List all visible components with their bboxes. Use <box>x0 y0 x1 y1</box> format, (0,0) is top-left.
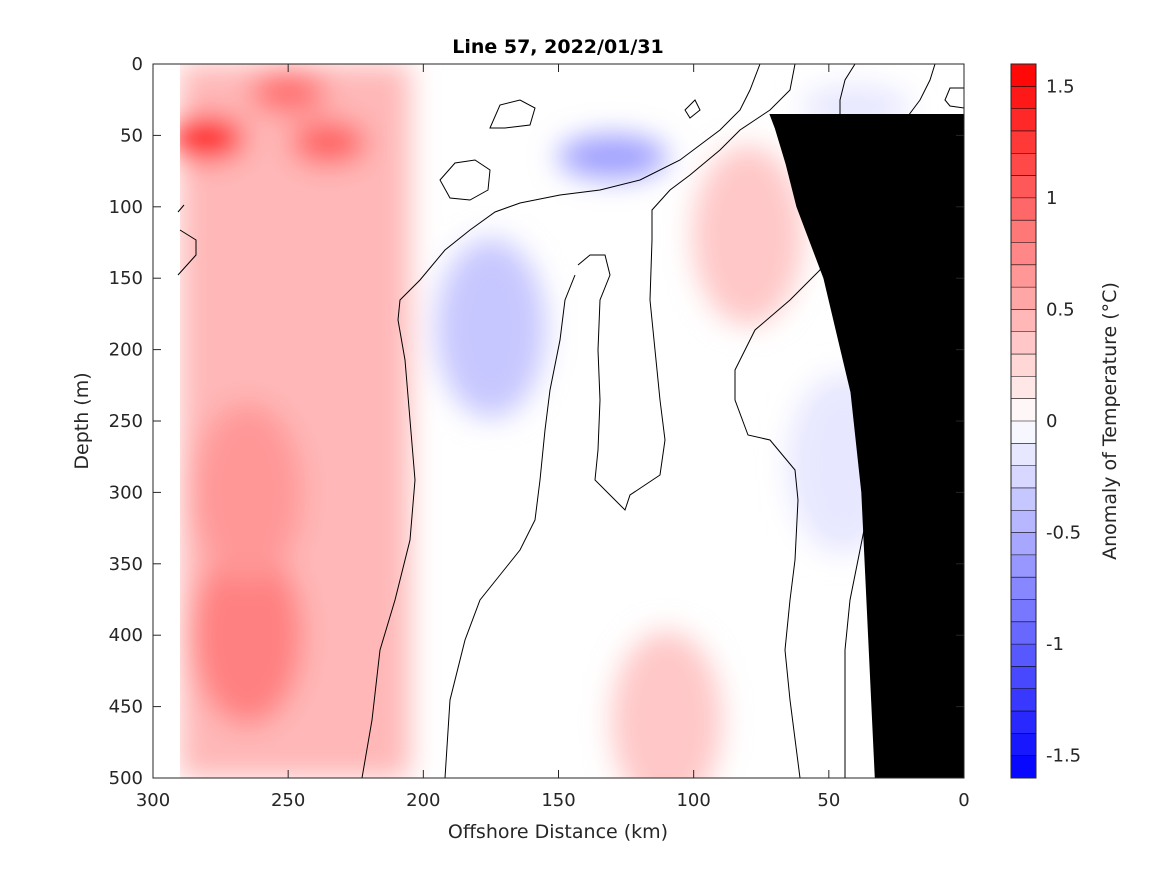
seafloor-shape <box>769 114 964 778</box>
colorbar-level <box>1011 599 1036 623</box>
y-tick-label: 150 <box>109 268 143 289</box>
colorbar-level <box>1011 153 1036 177</box>
zero-contour-loop-d <box>944 87 964 109</box>
y-tick-label: 350 <box>109 554 143 575</box>
x-tick-label: 0 <box>958 790 969 811</box>
feature-warm-right-100m <box>692 145 803 326</box>
colorbar-level <box>1011 443 1036 467</box>
colorbar-level <box>1011 510 1036 534</box>
colorbar-level <box>1011 465 1036 489</box>
colorbar-level <box>1011 532 1036 556</box>
colorbar-level <box>1011 64 1036 87</box>
feature-warm-mid-left <box>192 402 303 583</box>
x-axis-label: Offshore Distance (km) <box>448 821 668 843</box>
colorbar-tick-label: -1.5 <box>1046 746 1081 767</box>
feature-cold-core-65m <box>557 134 668 179</box>
y-axis: 0 50 100 150 200 250 300 350 400 450 500 <box>109 54 964 789</box>
colorbar-level <box>1011 577 1036 600</box>
y-tick-label: 400 <box>109 625 143 646</box>
x-tick-label: 300 <box>136 790 170 811</box>
colorbar-tick-label: 1 <box>1046 188 1057 209</box>
colorbar-level <box>1011 287 1036 310</box>
colorbar-level <box>1011 108 1036 132</box>
colorbar-level <box>1011 733 1036 757</box>
colorbar-tick-label: 1.5 <box>1046 76 1075 97</box>
zero-contour-main-west <box>361 64 761 778</box>
colorbar-level <box>1011 331 1036 355</box>
colorbar-level <box>1011 175 1036 199</box>
y-tick-label: 200 <box>109 340 143 361</box>
y-tick-label: 450 <box>109 697 143 718</box>
feature-warm-upper-left <box>250 70 327 115</box>
zero-contour-east-track <box>444 274 576 778</box>
y-tick-label: 100 <box>109 197 143 218</box>
colorbar-level <box>1011 242 1036 266</box>
bathymetry <box>769 114 964 778</box>
colorbar-level <box>1011 487 1036 511</box>
chart-title: Line 57, 2022/01/31 <box>452 36 664 58</box>
x-tick-label: 250 <box>271 790 305 811</box>
feature-cold-mid <box>435 238 546 419</box>
colorbar-level <box>1011 398 1036 422</box>
zero-contour-loop-c <box>684 99 701 119</box>
colorbar-frame <box>1010 63 1037 779</box>
colorbar-level <box>1011 644 1036 667</box>
colorbar-level <box>1011 354 1036 377</box>
field-blobs <box>169 64 911 778</box>
colorbar-level <box>1011 755 1036 779</box>
x-tick-label: 150 <box>541 790 575 811</box>
colorbar-level <box>1011 86 1036 110</box>
zero-contour-tongue <box>577 64 796 511</box>
y-tick-label: 500 <box>109 768 143 789</box>
x-axis: 300 250 200 150 100 50 0 <box>136 64 970 811</box>
zero-contour-left-upper <box>177 204 197 276</box>
y-axis-label: Depth (m) <box>71 372 93 469</box>
colorbar-level <box>1011 711 1036 734</box>
colorbar-level <box>1011 309 1036 333</box>
x-tick-label: 100 <box>676 790 710 811</box>
feature-warm-band-50m <box>290 120 367 165</box>
colorbar-level <box>1011 130 1036 154</box>
colorbar-level <box>1011 554 1036 578</box>
colorbar-level <box>1011 220 1036 243</box>
colorbar-level <box>1011 264 1036 288</box>
feature-warm-core-50m <box>169 116 246 161</box>
y-tick-label: 0 <box>132 54 143 75</box>
colorbar-level <box>1011 197 1036 221</box>
y-tick-label: 300 <box>109 482 143 503</box>
colorbar-level <box>1011 688 1036 712</box>
feature-warm-deep-center <box>611 630 722 778</box>
zero-contour-loop-a <box>439 159 491 201</box>
colorbar-level <box>1011 376 1036 400</box>
colorbar-tick-label: 0.5 <box>1046 299 1075 320</box>
x-tick-label: 50 <box>817 790 840 811</box>
colorbar-level <box>1011 666 1036 690</box>
y-tick-label: 250 <box>109 411 143 432</box>
x-tick-label: 200 <box>406 790 440 811</box>
zero-contour-loop-b <box>489 99 536 129</box>
colorbar-tick-label: 0 <box>1046 411 1057 432</box>
y-tick-label: 50 <box>120 125 143 146</box>
colorbar-level <box>1011 621 1036 645</box>
plot-area <box>152 63 965 779</box>
colorbar-level <box>1011 421 1036 444</box>
colorbar-tick-label: -1 <box>1046 634 1064 655</box>
colorbar-label: Anomaly of Temperature (°C) <box>1099 282 1121 560</box>
feature-warm-deep-left <box>192 545 303 726</box>
colorbar-tick-label: -0.5 <box>1046 523 1081 544</box>
colorbar: 1.5 1 0.5 0 -0.5 -1 -1.5 <box>1010 63 1081 779</box>
